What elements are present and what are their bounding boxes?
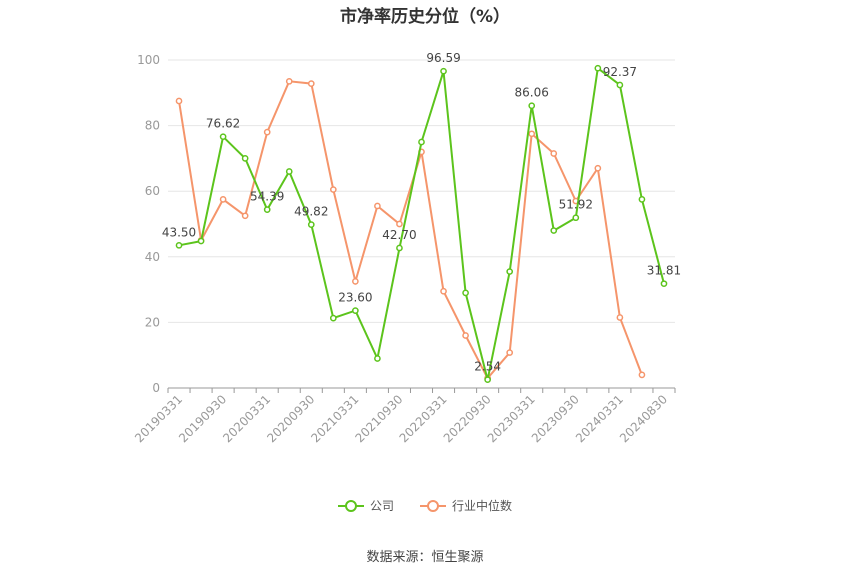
y-tick-label: 40 <box>145 250 160 264</box>
chart-title: 市净率历史分位（%） <box>339 7 511 27</box>
company-data-point <box>175 241 183 249</box>
company-data-point <box>550 227 558 234</box>
legend-item-industry-median[interactable]: 行业中位数 <box>420 497 512 514</box>
data-label: 42.70 <box>382 228 416 242</box>
company-data-point <box>396 244 403 252</box>
data-label: 31.81 <box>647 264 681 278</box>
company-series-line <box>178 66 665 380</box>
data-source: 数据来源：恒生聚源 <box>366 550 484 565</box>
company-data-point <box>418 138 425 146</box>
industry-median-data-point <box>638 371 646 379</box>
legend: 公司 行业中位数 <box>0 497 850 514</box>
industry-median-data-point <box>462 332 469 339</box>
industry-median-data-point <box>219 196 227 203</box>
company-data-point <box>263 206 271 213</box>
company-data-point <box>660 280 668 288</box>
industry-median-data-point <box>263 128 271 136</box>
company-data-point <box>594 64 602 72</box>
industry-median-data-point <box>374 202 381 210</box>
company-data-point <box>616 81 624 89</box>
data-label: 76.62 <box>206 117 240 131</box>
data-label: 51.92 <box>559 198 593 212</box>
industry-median-data-point <box>616 314 624 321</box>
company-data-point <box>440 67 447 75</box>
data-label: 2.54 <box>474 360 501 374</box>
company-data-point <box>572 214 580 222</box>
industry-median-data-point <box>241 212 249 220</box>
y-tick-label: 60 <box>145 184 160 198</box>
company-data-point <box>462 289 469 297</box>
y-tick-label: 80 <box>145 119 160 133</box>
industry-median-data-point <box>396 220 403 228</box>
data-label: 96.59 <box>426 51 460 65</box>
industry-median-data-point <box>175 97 183 105</box>
company-data-point <box>197 237 205 245</box>
company-data-point <box>484 376 491 384</box>
company-data-point <box>352 307 359 314</box>
legend-label-industry-median: 行业中位数 <box>452 499 513 513</box>
y-tick-label: 20 <box>145 315 160 329</box>
industry-median-data-point <box>528 130 536 138</box>
company-data-point <box>528 102 536 110</box>
industry-median-data-point <box>307 80 315 87</box>
industry-median-series-line <box>178 80 643 380</box>
x-tick-label: 20240830 <box>617 392 670 445</box>
company-data-point <box>374 355 381 362</box>
legend-swatch-industry-median <box>420 499 446 513</box>
y-tick-label: 100 <box>137 53 160 67</box>
legend-label-company: 公司 <box>369 499 394 513</box>
industry-median-data-point <box>440 287 447 295</box>
company-data-point <box>285 168 293 175</box>
industry-median-data-point <box>352 278 359 285</box>
legend-item-company[interactable]: 公司 <box>337 497 394 514</box>
y-tick-label: 0 <box>152 381 160 395</box>
industry-median-data-point <box>594 164 602 172</box>
company-data-point <box>307 221 315 228</box>
industry-median-data-point <box>329 186 337 193</box>
data-label: 49.82 <box>294 205 328 219</box>
company-data-point <box>219 133 227 141</box>
company-data-point <box>506 268 514 275</box>
company-data-point <box>329 314 337 322</box>
data-label: 43.50 <box>162 225 196 239</box>
industry-median-data-point <box>285 77 293 85</box>
company-data-point <box>638 196 646 203</box>
legend-swatch-company <box>337 499 364 513</box>
company-data-point <box>241 155 249 162</box>
data-label: 23.60 <box>338 291 372 305</box>
data-label: 54.39 <box>250 190 284 204</box>
industry-median-data-point <box>506 349 514 356</box>
data-label: 86.06 <box>515 86 549 100</box>
industry-median-data-point <box>550 150 558 157</box>
data-label: 92.37 <box>603 65 637 79</box>
